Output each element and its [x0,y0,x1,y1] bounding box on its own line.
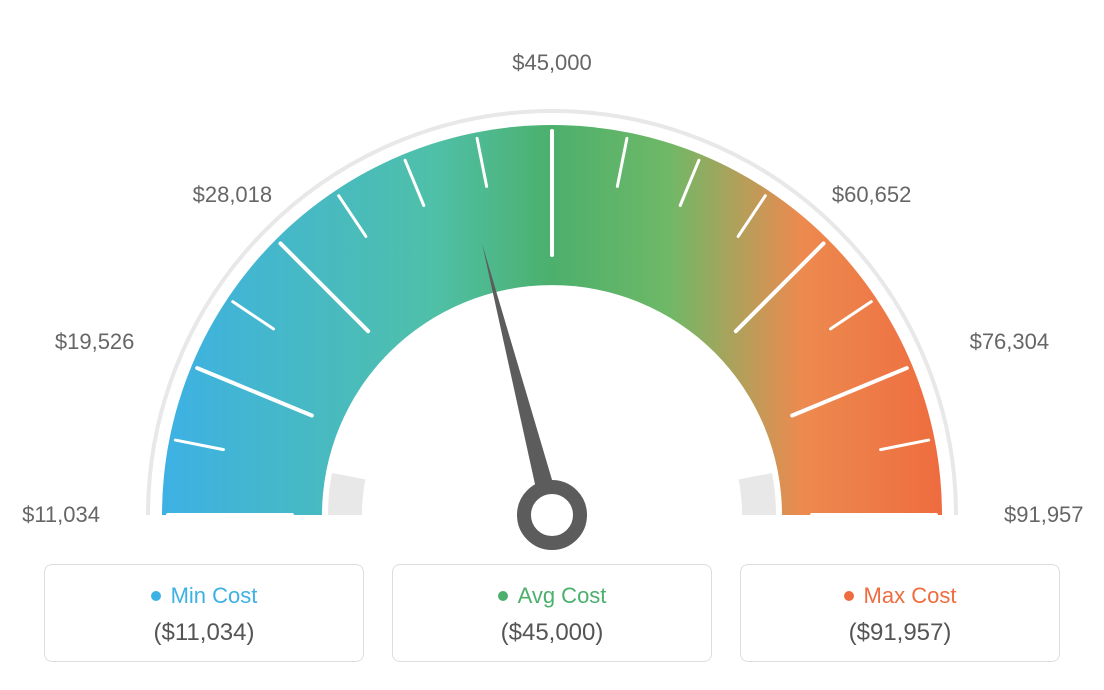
legend-title-max: Max Cost [864,583,957,609]
gauge-area: $11,034 $19,526 $28,018 $45,000 $60,652 $76,3… [22,20,1082,560]
dot-icon [151,591,161,601]
legend-value-avg: ($45,000) [501,619,604,647]
legend-title-avg: Avg Cost [518,583,607,609]
dot-icon [498,591,508,601]
legend-row: Min Cost ($11,034) Avg Cost ($45,000) Ma… [44,564,1060,662]
legend-card-max: Max Cost ($91,957) [740,564,1060,662]
legend-value-max: ($91,957) [849,619,952,647]
scale-label: $45,000 [512,50,592,76]
legend-card-min: Min Cost ($11,034) [44,564,364,662]
gauge-svg [22,20,1082,580]
scale-label: $28,018 [193,182,273,208]
legend-card-avg: Avg Cost ($45,000) [392,564,712,662]
legend-value-min: ($11,034) [154,619,255,647]
gauge-chart-container: $11,034 $19,526 $28,018 $45,000 $60,652 $76,3… [0,0,1104,690]
legend-title-row: Min Cost [151,583,258,609]
scale-label: $60,652 [832,182,912,208]
legend-title-row: Max Cost [844,583,957,609]
scale-label: $19,526 [55,329,135,355]
legend-title-min: Min Cost [171,583,258,609]
scale-label: $76,304 [970,329,1050,355]
dot-icon [844,591,854,601]
scale-label: $91,957 [1004,502,1084,528]
scale-label: $11,034 [22,502,100,528]
legend-title-row: Avg Cost [498,583,607,609]
